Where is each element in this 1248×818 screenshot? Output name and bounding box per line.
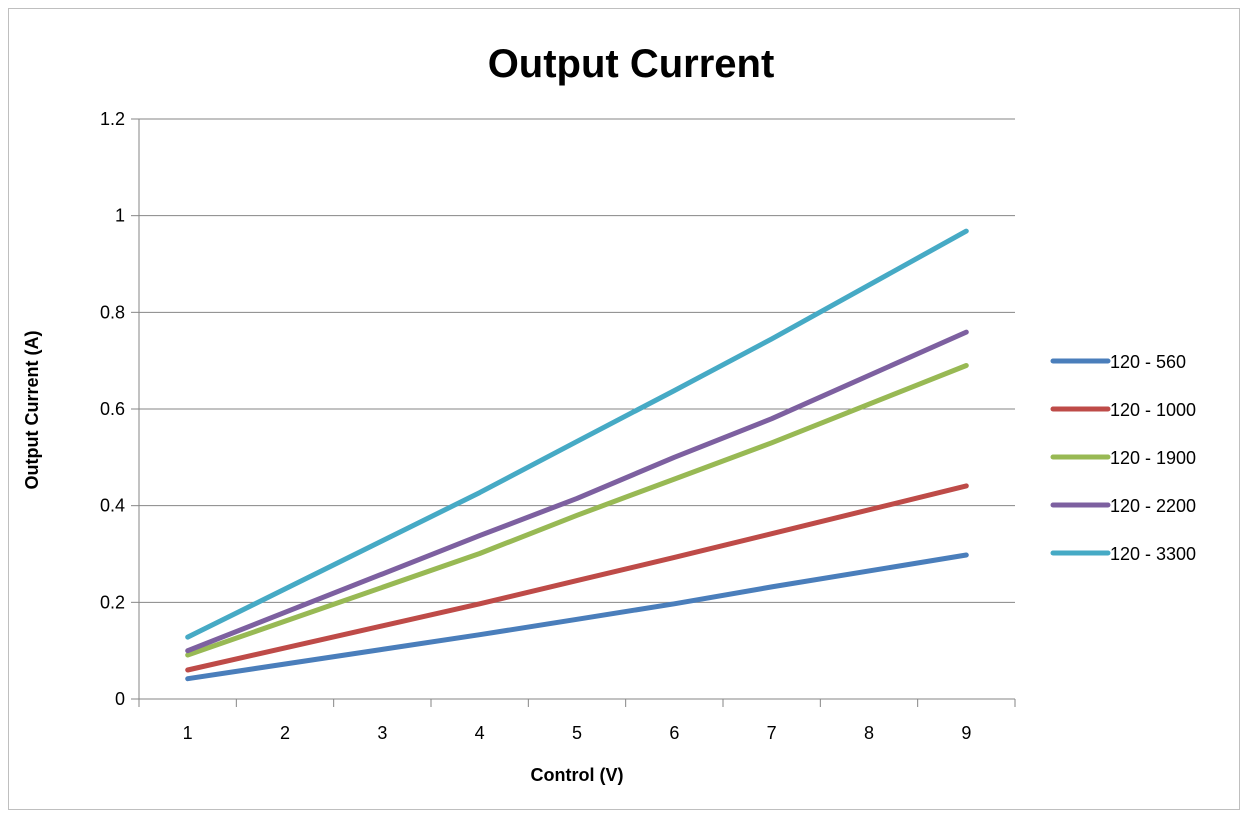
y-tick-label: 0.6: [100, 399, 125, 419]
y-axis-title: Output Current (A): [22, 331, 42, 490]
x-tick-label: 7: [767, 723, 777, 743]
y-tick-label: 0.4: [100, 496, 125, 516]
x-tick-label: 8: [864, 723, 874, 743]
x-tick-label: 6: [669, 723, 679, 743]
legend-label: 120 - 2200: [1110, 496, 1196, 516]
legend-item: 120 - 3300: [1050, 544, 1196, 564]
legend-item: 120 - 1000: [1050, 400, 1196, 420]
series-line: [185, 363, 969, 658]
chart-title: Output Current: [488, 42, 775, 86]
x-tick-label: 2: [280, 723, 290, 743]
y-tick-label: 1: [115, 206, 125, 226]
legend-item: 120 - 2200: [1050, 496, 1196, 516]
series-lines: [185, 228, 969, 682]
y-tick-label: 1.2: [100, 109, 125, 129]
legend-label: 120 - 560: [1110, 352, 1186, 372]
y-tick-label: 0: [115, 689, 125, 709]
series-line: [185, 552, 969, 682]
series-line: [185, 329, 969, 654]
legend-label: 120 - 1900: [1110, 448, 1196, 468]
x-tick-label: 4: [475, 723, 485, 743]
gridlines: [139, 118, 1015, 603]
series-line: [185, 483, 969, 673]
x-tick-label: 1: [183, 723, 193, 743]
legend-label: 120 - 1000: [1110, 400, 1196, 420]
legend-item: 120 - 560: [1050, 352, 1186, 372]
axes: 0 0.2 0.4 0.6 0.8 1 1.2 1 2 3 4 5 6 7 8 9: [100, 109, 1016, 743]
x-tick-label: 9: [961, 723, 971, 743]
legend: 120 - 560 120 - 1000 120 - 1900 120 - 2200 1…: [1050, 352, 1196, 564]
series-line: [185, 228, 969, 640]
y-tick-label: 0.2: [100, 592, 125, 612]
legend-label: 120 - 3300: [1110, 544, 1196, 564]
x-tick-label: 5: [572, 723, 582, 743]
legend-item: 120 - 1900: [1050, 448, 1196, 468]
x-tick-label: 3: [377, 723, 387, 743]
x-axis-title: Control (V): [531, 765, 624, 785]
y-tick-label: 0.8: [100, 302, 125, 322]
